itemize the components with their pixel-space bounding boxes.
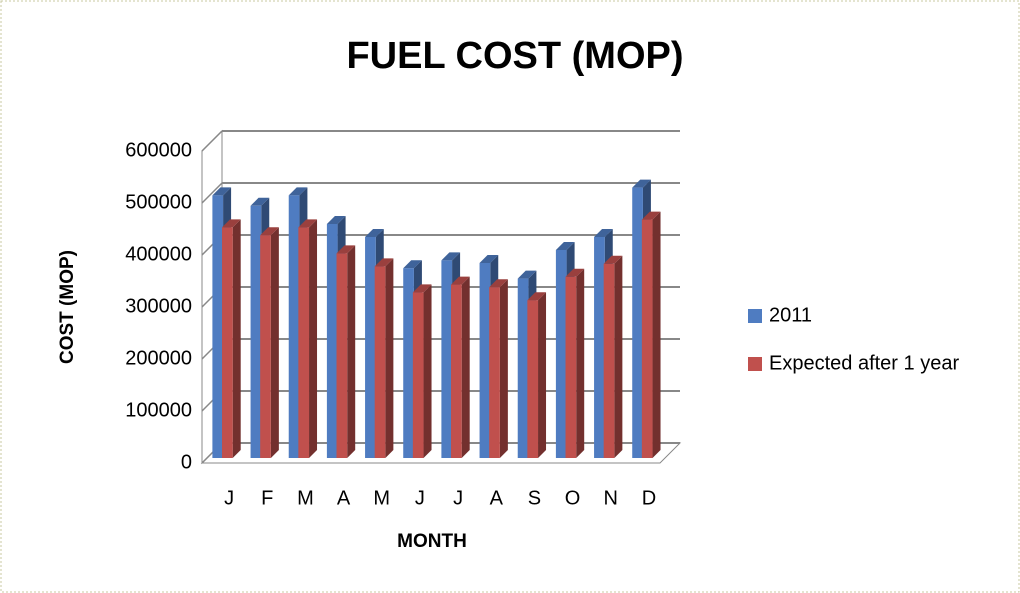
x-tick-label: M	[373, 487, 390, 509]
y-tick-label: 400000	[125, 243, 192, 265]
y-tick-label: 100000	[125, 399, 192, 421]
bar-side	[576, 268, 585, 458]
legend-swatch	[748, 309, 762, 323]
legend-label: 2011	[769, 304, 812, 326]
x-tick-label: A	[337, 487, 351, 509]
bar-top	[527, 292, 547, 301]
bar-side	[270, 227, 279, 458]
bar-side	[232, 219, 241, 458]
bar-top	[565, 268, 585, 277]
bar-top	[603, 255, 623, 264]
x-tick-label: D	[642, 487, 656, 509]
bar	[260, 235, 271, 458]
bar	[365, 237, 376, 458]
legend-swatch	[748, 357, 762, 371]
bar-top	[250, 197, 270, 206]
chart-title: FUEL COST (MOP)	[346, 35, 683, 77]
x-tick-label: J	[415, 487, 425, 509]
bar	[326, 224, 338, 458]
bar	[222, 227, 233, 458]
bar	[641, 219, 653, 458]
grid-line	[201, 130, 223, 152]
bar	[517, 278, 529, 458]
bar-top	[632, 179, 651, 188]
x-tick-label: S	[528, 487, 541, 509]
x-tick-label: M	[297, 487, 314, 509]
legend-label: Expected after 1 year	[769, 352, 959, 374]
bar	[632, 187, 643, 458]
bar-top	[594, 229, 613, 237]
bar	[479, 263, 491, 458]
bar-top	[298, 219, 318, 228]
bar-top	[555, 242, 575, 250]
bar	[441, 260, 453, 458]
bar-top	[489, 279, 508, 288]
bar	[250, 205, 262, 458]
bar-side	[309, 219, 318, 458]
bar-top	[326, 216, 346, 224]
bar	[298, 227, 310, 458]
bar	[288, 195, 300, 458]
bar	[374, 266, 386, 458]
bar-top	[441, 252, 461, 261]
x-tick-label: O	[565, 487, 581, 509]
x-tick-label: A	[490, 487, 504, 509]
y-tick-label: 500000	[125, 191, 192, 213]
x-tick-label: J	[224, 487, 234, 509]
bar	[451, 284, 462, 458]
x-tick-label: F	[261, 487, 273, 509]
bar-top	[288, 187, 308, 196]
y-axis-label: COST (MOP)	[57, 250, 78, 364]
bar-top	[641, 211, 661, 220]
bar-top	[336, 245, 356, 254]
bar-side	[385, 258, 394, 458]
y-tick-label: 300000	[125, 295, 192, 317]
bar-top	[222, 219, 241, 228]
x-tick-label: N	[604, 487, 618, 509]
y-tick-label: 600000	[125, 139, 192, 161]
bar-top	[374, 258, 394, 267]
bar	[212, 195, 224, 458]
bar-side	[461, 276, 470, 458]
bar-side	[423, 284, 432, 458]
bar-top	[479, 255, 499, 263]
bar-side	[499, 279, 508, 458]
bar-top	[517, 270, 537, 279]
y-tick-label: 200000	[125, 347, 192, 369]
bar-top	[212, 187, 232, 196]
bar-side	[614, 255, 623, 458]
x-tick-label: J	[453, 487, 463, 509]
bar-top	[365, 229, 384, 237]
bar	[403, 268, 414, 458]
bar	[565, 276, 577, 458]
bar	[594, 237, 605, 458]
bar-top	[260, 227, 279, 236]
bar-top	[412, 284, 432, 293]
bar	[527, 300, 539, 458]
bar-top	[451, 276, 470, 285]
bar	[412, 292, 424, 458]
bar-side	[538, 292, 547, 458]
bar-side	[652, 211, 661, 458]
bar-top	[403, 260, 422, 269]
grid-line	[201, 182, 223, 204]
y-tick-label: 0	[181, 451, 192, 473]
bar-side	[347, 245, 356, 458]
bar	[489, 287, 500, 458]
bar	[555, 250, 567, 458]
bar	[603, 263, 615, 458]
x-axis-label: MONTH	[397, 531, 467, 552]
bar	[336, 253, 348, 458]
